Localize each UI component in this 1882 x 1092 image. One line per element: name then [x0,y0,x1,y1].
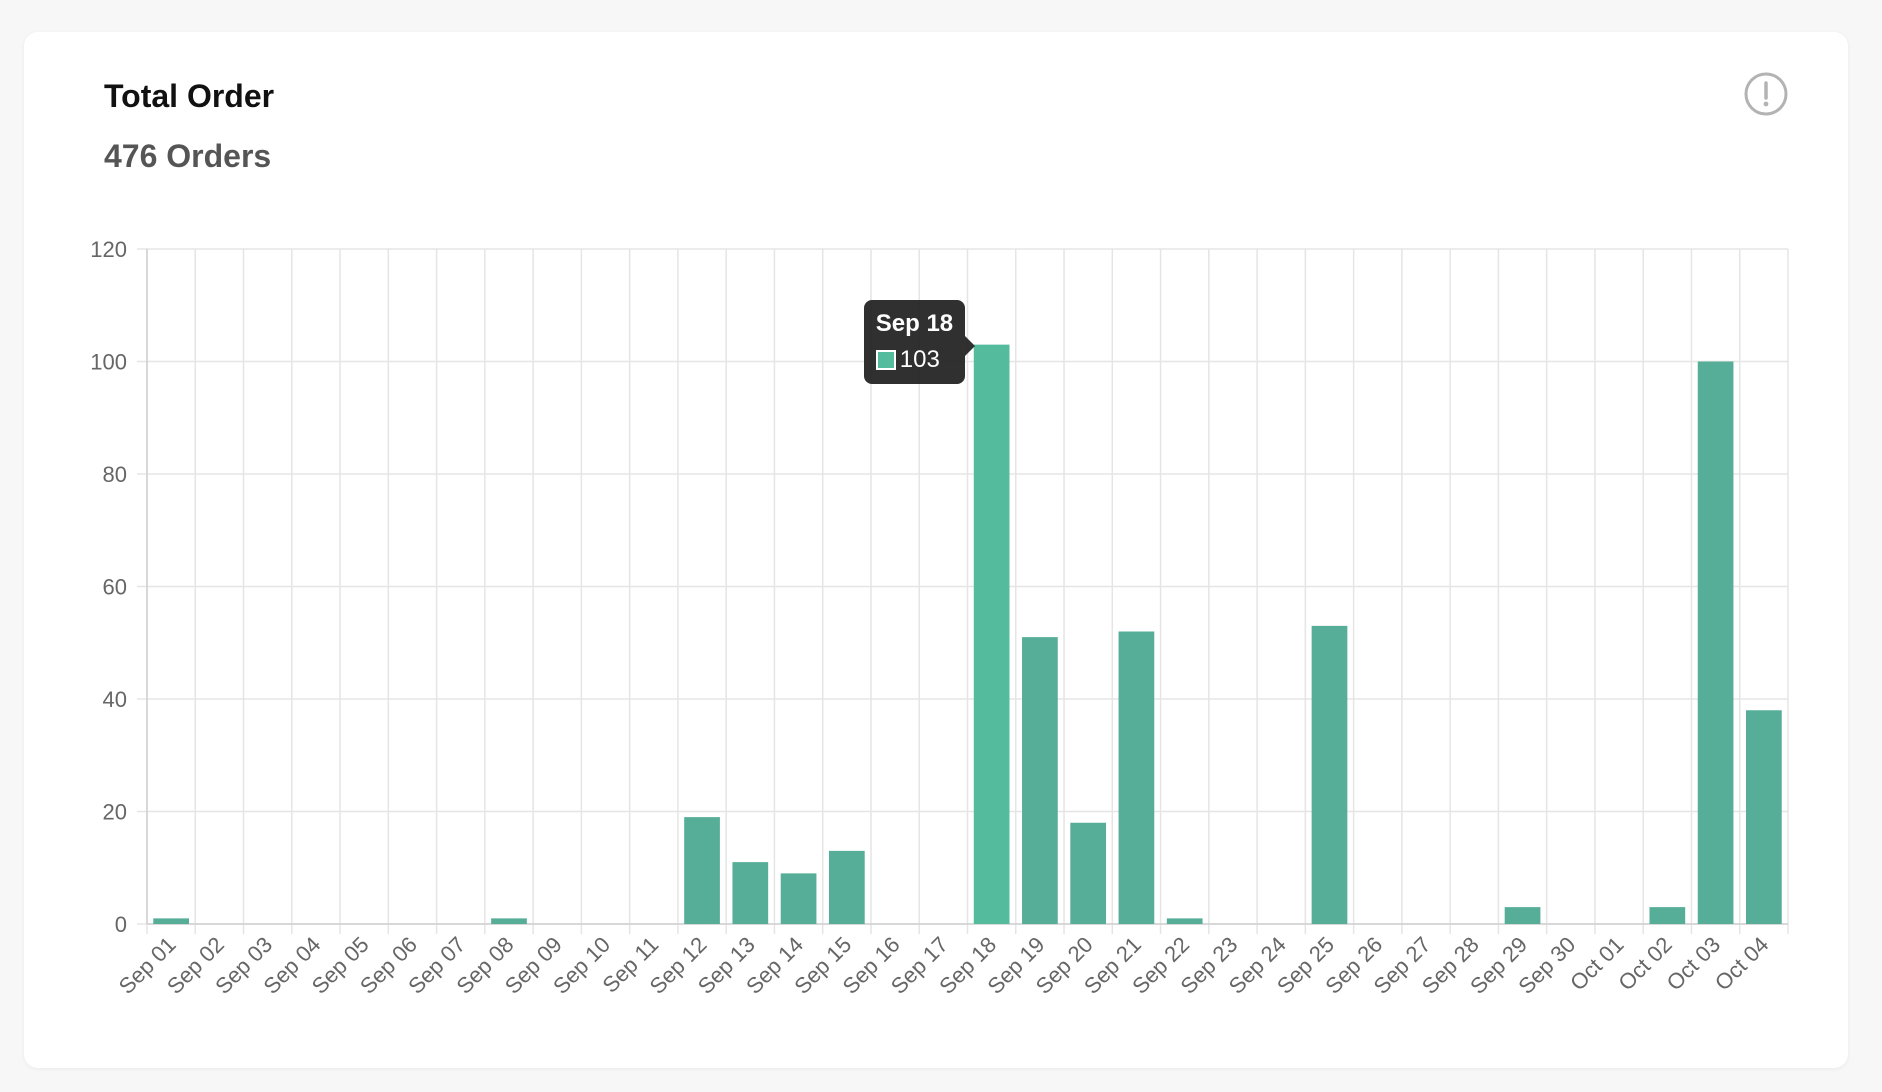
x-tick-label: Oct 01 [1565,932,1629,996]
bar [684,817,720,924]
bar [491,918,527,924]
y-tick-label: 40 [103,687,127,712]
y-tick-label: 80 [103,462,127,487]
card-title: Total Order [104,78,275,114]
y-tick-label: 20 [103,800,127,825]
bar [780,873,817,924]
tooltip-value: 103 [899,345,940,373]
y-tick-label: 60 [103,575,127,600]
exclamation-circle-icon[interactable] [1744,72,1788,116]
bar [1166,918,1203,924]
bar [1070,822,1107,924]
bar [1746,710,1782,924]
total-order-card: Total Order 476 Orders [24,32,1848,1068]
y-tick-label: 0 [115,912,127,937]
tooltip-body: 103 [875,345,953,374]
bar [1504,907,1541,924]
x-tick-label: Oct 03 [1662,932,1726,996]
bar [1022,637,1058,924]
x-tick-label: Oct 02 [1613,932,1677,996]
bar [1649,907,1686,924]
bar [1118,631,1155,924]
x-tick-label: Oct 04 [1710,932,1774,996]
bar [732,862,769,924]
tooltip-caret [965,335,976,356]
bar [973,344,1010,924]
chart-tooltip: Sep 18 103 [863,299,976,384]
y-tick-label: 100 [90,350,127,375]
bar [1697,361,1734,924]
bar [153,918,189,924]
bar [1311,625,1348,924]
y-tick-label: 120 [90,237,127,262]
tooltip-color-swatch [875,349,896,370]
tooltip-title: Sep 18 [875,309,954,337]
order-count: 476 Orders [104,138,272,174]
bar [828,850,865,924]
